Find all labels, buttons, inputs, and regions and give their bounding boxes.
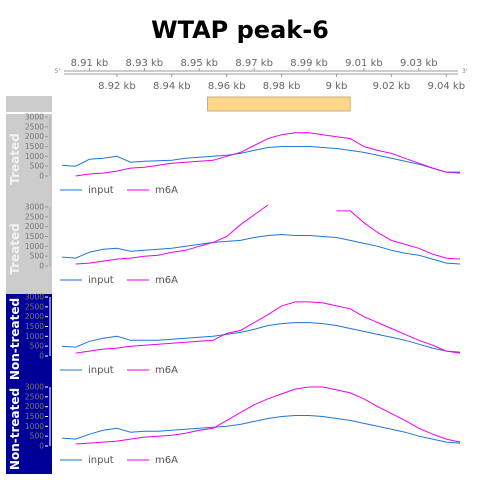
legend-label-m6a: m6A bbox=[155, 455, 178, 466]
tick-label-bottom: 8.94 kb bbox=[153, 81, 191, 92]
tick-label-top: 8.93 kb bbox=[126, 58, 164, 69]
y-tick-label: 500 bbox=[30, 342, 45, 351]
genomic-axis: 5' 3' 8.91 kb 8.93 kb 8.95 kb 8.97 kb 8.99 kb 9… bbox=[55, 58, 468, 92]
y-tick-label: 1500 bbox=[25, 232, 44, 241]
tick-label-bottom: 9.02 kb bbox=[373, 81, 411, 92]
y-tick-label: 500 bbox=[30, 432, 45, 441]
series-input-line bbox=[61, 233, 461, 265]
y-tick-label: 1500 bbox=[25, 322, 44, 331]
y-tick-label: 2500 bbox=[25, 122, 44, 131]
y-tick-label: 3000 bbox=[25, 113, 44, 122]
y-tick-label: 1500 bbox=[25, 142, 44, 151]
tick-label-top: 8.99 kb bbox=[290, 58, 328, 69]
y-tick-label: 2000 bbox=[25, 402, 44, 411]
panel-strip bbox=[6, 384, 52, 474]
y-tick-label: 0 bbox=[39, 352, 44, 361]
tick-label-bottom: 9 kb bbox=[326, 81, 348, 92]
strand-3-label: 3' bbox=[462, 68, 468, 75]
y-tick-label: 3000 bbox=[25, 383, 44, 392]
series-input-line bbox=[61, 415, 461, 444]
legend-label-m6a: m6A bbox=[155, 275, 178, 286]
tick-label-top: 8.97 kb bbox=[235, 58, 273, 69]
panel-label: Non-treated bbox=[8, 298, 22, 380]
panel-label: Non-treated bbox=[8, 388, 22, 470]
panel-strip bbox=[6, 204, 52, 294]
legend-label-m6a: m6A bbox=[155, 365, 178, 376]
tick-label-bottom: 9.04 kb bbox=[427, 81, 465, 92]
y-tick-label: 3000 bbox=[25, 293, 44, 302]
y-tick-label: 2000 bbox=[25, 222, 44, 231]
y-tick-label: 2500 bbox=[25, 212, 44, 221]
series-m6a-line bbox=[75, 386, 461, 445]
panel-strip bbox=[6, 114, 52, 204]
y-tick-label: 2000 bbox=[25, 312, 44, 321]
y-tick-label: 0 bbox=[39, 172, 44, 181]
tick-label-bottom: 8.98 kb bbox=[263, 81, 301, 92]
legend-label-input: input bbox=[88, 365, 114, 376]
panel-label: Treated bbox=[8, 223, 22, 275]
peak-track-strip bbox=[6, 96, 52, 112]
peak-track bbox=[6, 96, 351, 112]
tick-label-top: 9.01 kb bbox=[345, 58, 383, 69]
panel-strip bbox=[6, 294, 52, 384]
legend-label-input: input bbox=[88, 455, 114, 466]
tick-label-top: 8.95 kb bbox=[180, 58, 218, 69]
y-tick-label: 1000 bbox=[25, 422, 44, 431]
y-tick-label: 500 bbox=[30, 252, 45, 261]
y-tick-label: 1000 bbox=[25, 152, 44, 161]
legend-label-input: input bbox=[88, 275, 114, 286]
peak-region bbox=[207, 96, 351, 112]
tick-label-bottom: 8.92 kb bbox=[98, 81, 136, 92]
y-tick-label: 0 bbox=[39, 442, 44, 451]
y-tick-label: 2500 bbox=[25, 302, 44, 311]
tick-label-bottom: 8.96 kb bbox=[208, 81, 246, 92]
series-m6a-line bbox=[75, 204, 461, 265]
y-tick-label: 500 bbox=[30, 162, 45, 171]
y-tick-label: 1500 bbox=[25, 412, 44, 421]
legend-label-m6a: m6A bbox=[155, 185, 178, 196]
tick-label-top: 8.91 kb bbox=[71, 58, 109, 69]
series-input-line bbox=[61, 146, 461, 174]
legend-label-input: input bbox=[88, 185, 114, 196]
tick-label-top: 9.03 kb bbox=[400, 58, 438, 69]
y-tick-label: 0 bbox=[39, 262, 44, 271]
series-m6a-line bbox=[75, 301, 461, 354]
y-tick-label: 2000 bbox=[25, 132, 44, 141]
y-tick-label: 3000 bbox=[25, 203, 44, 212]
series-m6a-line bbox=[75, 132, 460, 177]
panel-label: Treated bbox=[8, 133, 22, 185]
strand-5-label: 5' bbox=[55, 68, 61, 75]
y-tick-label: 2500 bbox=[25, 392, 44, 401]
y-tick-label: 1000 bbox=[25, 242, 44, 251]
y-tick-label: 1000 bbox=[25, 332, 44, 341]
series-input-line bbox=[61, 322, 461, 353]
chart-title: WTAP peak-6 bbox=[151, 16, 329, 44]
